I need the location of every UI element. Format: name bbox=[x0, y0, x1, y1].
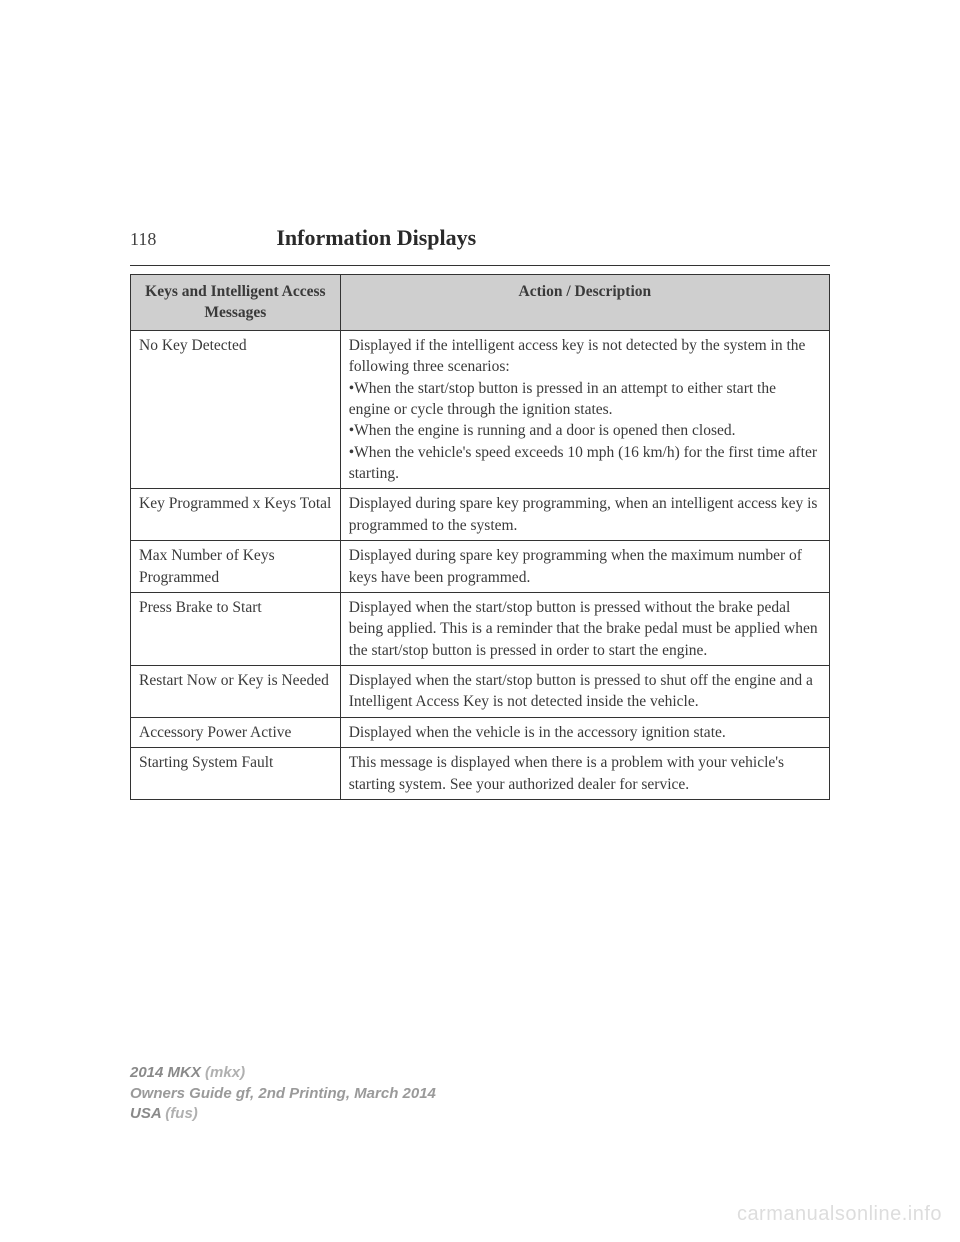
table-row: Restart Now or Key is Needed Displayed w… bbox=[131, 666, 830, 718]
desc-cell: Displayed during spare key programming w… bbox=[340, 541, 829, 593]
msg-cell: Max Number of Keys Programmed bbox=[131, 541, 341, 593]
table-header-row: Keys and Intelligent Access Messages Act… bbox=[131, 275, 830, 331]
desc-intro: Displayed if the intelligent access key … bbox=[349, 337, 806, 375]
table-row: Accessory Power Active Displayed when th… bbox=[131, 717, 830, 747]
table-header-action: Action / Description bbox=[340, 275, 829, 331]
desc-cell: Displayed when the start/stop button is … bbox=[340, 592, 829, 665]
table-row: Starting System Fault This message is di… bbox=[131, 748, 830, 800]
page-content: 118 Information Displays Keys and Intell… bbox=[0, 0, 960, 800]
table-row: Key Programmed x Keys Total Displayed du… bbox=[131, 489, 830, 541]
footer-model-code: (mkx) bbox=[205, 1064, 245, 1081]
msg-cell: Accessory Power Active bbox=[131, 717, 341, 747]
desc-cell: Displayed when the start/stop button is … bbox=[340, 666, 829, 718]
watermark: carmanualsonline.info bbox=[737, 1203, 942, 1226]
table-header-messages: Keys and Intelligent Access Messages bbox=[131, 275, 341, 331]
msg-cell: Key Programmed x Keys Total bbox=[131, 489, 341, 541]
msg-cell: No Key Detected bbox=[131, 330, 341, 489]
bullet-text: When the vehicle's speed exceeds 10 mph … bbox=[349, 444, 817, 482]
table-row: No Key Detected Displayed if the intelli… bbox=[131, 330, 830, 489]
desc-cell: Displayed during spare key programming, … bbox=[340, 489, 829, 541]
footer-line-3: USA (fus) bbox=[130, 1104, 436, 1124]
header-rule bbox=[130, 265, 830, 266]
bullet-item: •When the start/stop button is pressed i… bbox=[349, 378, 821, 421]
page-number: 118 bbox=[130, 229, 156, 250]
bullet-text: When the engine is running and a door is… bbox=[354, 422, 735, 439]
table-row: Max Number of Keys Programmed Displayed … bbox=[131, 541, 830, 593]
footer-line-2: Owners Guide gf, 2nd Printing, March 201… bbox=[130, 1084, 436, 1104]
page-header: 118 Information Displays bbox=[130, 225, 830, 251]
desc-cell: Displayed if the intelligent access key … bbox=[340, 330, 829, 489]
desc-cell: Displayed when the vehicle is in the acc… bbox=[340, 717, 829, 747]
footer-model: 2014 MKX bbox=[130, 1064, 201, 1081]
desc-cell: This message is displayed when there is … bbox=[340, 748, 829, 800]
footer-region: USA bbox=[130, 1105, 161, 1122]
page-title: Information Displays bbox=[276, 225, 476, 251]
msg-cell: Press Brake to Start bbox=[131, 592, 341, 665]
bullet-text: When the start/stop button is pressed in… bbox=[349, 380, 776, 418]
messages-table: Keys and Intelligent Access Messages Act… bbox=[130, 274, 830, 800]
table-row: Press Brake to Start Displayed when the … bbox=[131, 592, 830, 665]
bullet-item: •When the vehicle's speed exceeds 10 mph… bbox=[349, 442, 821, 485]
bullet-item: •When the engine is running and a door i… bbox=[349, 420, 821, 441]
footer-region-code: (fus) bbox=[165, 1105, 198, 1122]
msg-cell: Restart Now or Key is Needed bbox=[131, 666, 341, 718]
page-footer: 2014 MKX (mkx) Owners Guide gf, 2nd Prin… bbox=[130, 1063, 436, 1124]
footer-line-1: 2014 MKX (mkx) bbox=[130, 1063, 436, 1083]
msg-cell: Starting System Fault bbox=[131, 748, 341, 800]
